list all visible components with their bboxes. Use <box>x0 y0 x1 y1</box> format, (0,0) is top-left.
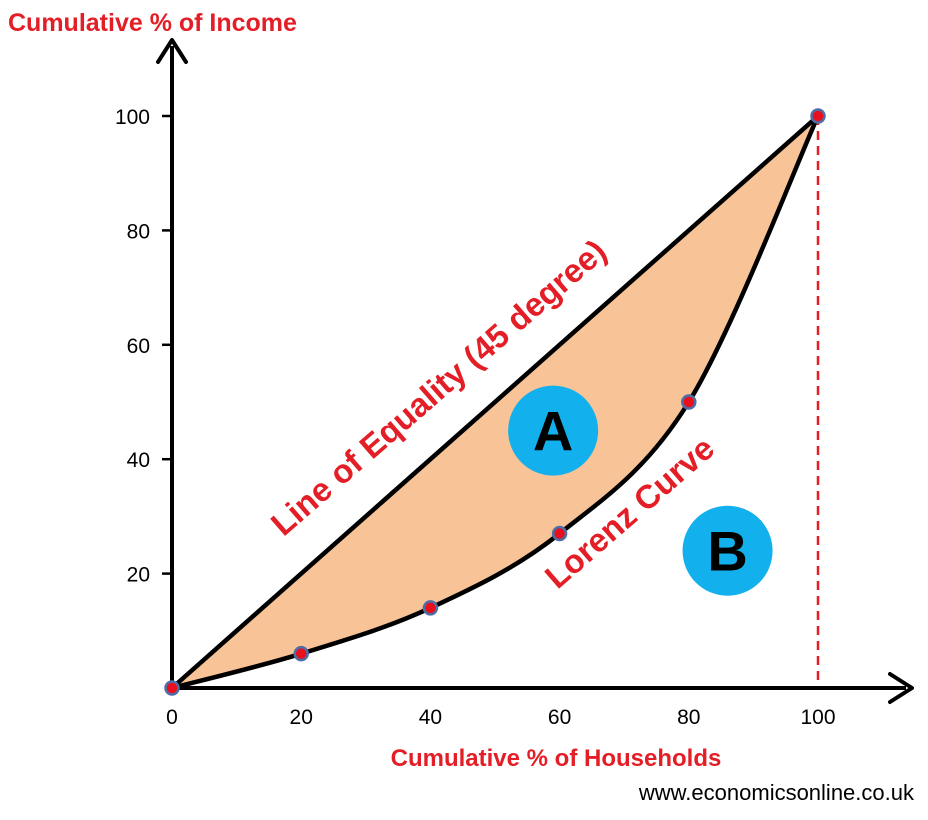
x-tick-label: 0 <box>166 706 178 729</box>
region-a-circle <box>508 385 599 476</box>
region-b-circle <box>682 505 773 596</box>
x-tick-label: 80 <box>677 706 700 729</box>
website-credit: www.economicsonline.co.uk <box>638 780 915 805</box>
x-tick-label: 20 <box>290 706 313 729</box>
lorenz-point <box>810 108 826 124</box>
x-axis-title: Cumulative % of Households <box>391 745 722 772</box>
y-tick-label: 60 <box>127 335 150 358</box>
y-axis-arrowhead <box>156 38 188 64</box>
x-tick-label: 60 <box>548 706 571 729</box>
lorenz-point <box>681 394 697 410</box>
equality-line <box>169 113 821 691</box>
y-axis-title: Cumulative % of Income <box>8 9 297 37</box>
lorenz-point <box>422 600 439 616</box>
lorenz-point <box>164 680 180 696</box>
y-tick-label: 40 <box>127 449 150 472</box>
region-a-label: A <box>533 400 573 463</box>
x-tick-label: 40 <box>419 706 442 729</box>
x-tick-label: 100 <box>800 706 835 729</box>
region-b-label: B <box>707 520 747 583</box>
lorenz-point <box>551 525 568 542</box>
y-tick-label: 80 <box>127 220 150 243</box>
x-axis-arrowhead <box>888 672 914 704</box>
y-tick-label: 100 <box>115 106 150 129</box>
lorenz-point <box>293 645 309 662</box>
y-tick-label: 20 <box>127 564 150 587</box>
